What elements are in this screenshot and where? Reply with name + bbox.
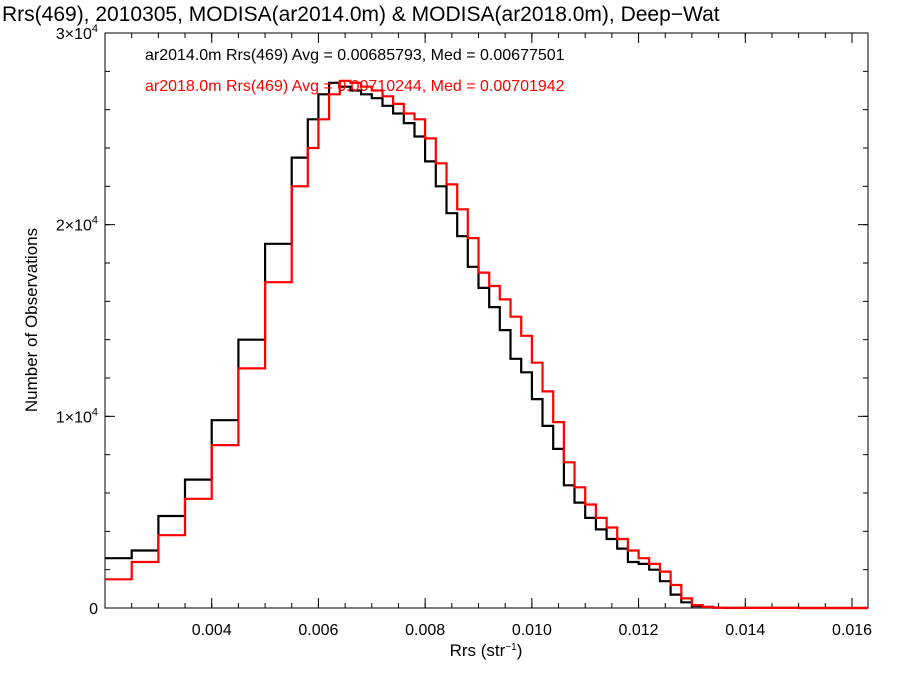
series-layer xyxy=(105,79,868,610)
plot-frame xyxy=(104,32,869,609)
legend-entry-ar2014: ar2014.0m Rrs(469) Avg = 0.00685793, Med… xyxy=(145,47,565,64)
chart-title: Rrs(469), 2010305, MODISA(ar2014.0m) & M… xyxy=(2,3,720,26)
x-axis-label-exponent: −1 xyxy=(505,642,517,653)
y-tick-label: 0 xyxy=(89,601,98,618)
y-axis: 0 1×104 2×104 3×104 xyxy=(56,23,868,618)
x-tick-label: 0.006 xyxy=(298,622,338,639)
x-axis-label: Rrs (str−1) xyxy=(450,641,523,660)
y-tick-label: 3×104 xyxy=(56,23,98,43)
x-tick-label: 0.014 xyxy=(725,622,765,639)
x-tick-label: 0.016 xyxy=(832,622,872,639)
y-tick-label: 2×104 xyxy=(56,215,98,235)
x-tick-label: 0.012 xyxy=(619,622,659,639)
x-tick-label: 0.010 xyxy=(512,622,552,639)
series-line-ar2014.0m xyxy=(105,81,868,610)
series-line-ar2018.0m xyxy=(105,79,868,610)
x-axis: 0.004 0.006 0.008 0.010 0.012 0.014 0.016 xyxy=(104,33,872,639)
legend-entry-ar2018: ar2018.0m Rrs(469) Avg = 0.00710244, Med… xyxy=(145,78,565,95)
x-tick-label: 0.004 xyxy=(192,622,232,639)
y-axis-label: Number of Observations xyxy=(22,228,41,412)
x-axis-label-close: ) xyxy=(517,641,523,660)
x-tick-label: 0.008 xyxy=(405,622,445,639)
x-axis-label-base: Rrs (str xyxy=(450,641,506,660)
y-tick-label: 1×104 xyxy=(56,406,98,426)
